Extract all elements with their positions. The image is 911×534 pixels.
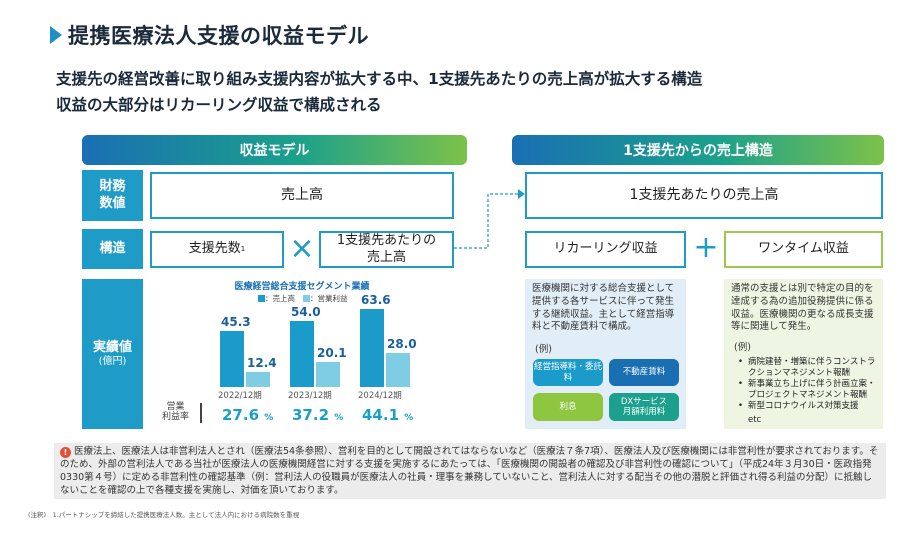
onetime-panel: 通常の支援とは別で特定の目的を達成する為の追加役務提供に係る収益。医療機関の更な…	[724, 279, 883, 429]
list-item: 新事業立ち上げに伴う計画立案・プロジェクトマネジメント報酬	[738, 379, 878, 401]
margin-2022: 27.6 %	[222, 406, 274, 424]
onetime-example-label: (例)	[734, 342, 751, 353]
row-label-results: 実績値 (億円)	[82, 279, 143, 429]
margin-divider	[200, 403, 202, 423]
legend-profit: ：営業利益	[303, 293, 348, 304]
bar-sales-2	[360, 308, 384, 387]
warning-icon: !	[60, 447, 71, 458]
margin-2023: 37.2 %	[292, 406, 344, 424]
margin-2024: 44.1 %	[362, 406, 414, 424]
chart-title: 医療経営総合支援セグメント業績	[234, 282, 370, 292]
bar-profit-1	[316, 362, 340, 387]
x-tick-2024: 2024/12期	[358, 391, 402, 401]
sales-per-client-box: 1支援先あたりの 売上高	[319, 231, 454, 268]
bar-sales-1	[290, 320, 314, 387]
recurring-example-label: (例)	[535, 344, 552, 355]
multiply-icon: ×	[289, 231, 315, 266]
x-tick-2023: 2023/12期	[288, 391, 332, 401]
onetime-examples-list: 病院建替・増築に伴うコンストラクションマネジメント報酬 新事業立ち上げに伴う計画…	[738, 357, 878, 412]
pill-dx-service: DXサービス 月額利用料	[609, 393, 679, 421]
bar-profit-2	[386, 352, 410, 387]
onetime-description: 通常の支援とは別で特定の目的を達成する為の追加役務提供に係る収益。医療機関の更な…	[731, 283, 874, 333]
bar-sales-0	[220, 331, 244, 387]
connector-arrow	[454, 189, 525, 249]
margin-label: 営業 利益率	[162, 402, 190, 423]
row-label-financials: 財務 数値	[82, 170, 143, 221]
onetime-revenue-box: ワンタイム収益	[724, 231, 883, 268]
bar-label-sales-1: 54.0	[291, 304, 321, 319]
legend-sales-swatch	[258, 295, 265, 302]
legend-sales: ：売上高	[258, 293, 295, 304]
legend-profit-swatch	[303, 295, 310, 302]
recurring-panel: 医療機関に対する総合支援として提供する各サービスに伴って発生する継続収益。主とし…	[525, 279, 686, 429]
bar-label-profit-2: 28.0	[387, 336, 417, 351]
recurring-revenue-box: リカーリング収益	[525, 231, 686, 268]
client-count-box: 支援先数 1	[150, 231, 284, 268]
pill-real-estate-rent: 不動産賃料	[609, 359, 679, 386]
bar-profit-0	[246, 371, 270, 387]
triangle-bullet-icon	[50, 26, 62, 44]
onetime-etc: etc	[748, 415, 762, 425]
revenue-structure-header: 1支援先からの売上構造	[512, 135, 884, 165]
segment-chart: 医療経営総合支援セグメント業績 ：売上高 ：営業利益 45.3 12.4 54.0 2…	[150, 279, 454, 429]
pill-management-fee: 経営指導料・委託料	[533, 359, 603, 386]
bar-label-sales-0: 45.3	[221, 315, 251, 330]
plus-icon: +	[693, 230, 719, 265]
sales-box: 売上高	[150, 172, 454, 219]
sales-per-client-top-box: 1支援先あたりの売上高	[525, 172, 883, 219]
subtitle-1: 支援先の経営改善に取り組み支援内容が拡大する中、1支援先あたりの売上高が拡大する…	[56, 70, 703, 88]
page-title: 提携医療法人支援の収益モデル	[50, 20, 369, 50]
footnote: (注釈) 1.パートナシップを締結した提携医療法人数。主として法人内における病院…	[28, 511, 300, 519]
row-label-structure: 構造	[82, 229, 143, 269]
list-item: 新型コロナウイルス対策支援	[738, 401, 878, 412]
chart-legend: ：売上高 ：営業利益	[258, 293, 348, 304]
revenue-model-header: 収益モデル	[82, 135, 467, 165]
list-item: 病院建替・増築に伴うコンストラクションマネジメント報酬	[738, 357, 878, 379]
pill-interest: 利息	[533, 393, 603, 421]
recurring-description: 医療機関に対する総合支援として提供する各サービスに伴って発生する継続収益。主とし…	[532, 283, 675, 333]
bar-label-profit-0: 12.4	[247, 355, 277, 370]
bar-label-sales-2: 63.6	[361, 292, 391, 307]
regulatory-note: ! 医療法上、医療法人は非営利法人とされ（医療法54条参照）、営利を目的として開設…	[54, 443, 886, 499]
subtitle-2: 収益の大部分はリカーリング収益で構成される	[56, 96, 382, 114]
bar-label-profit-1: 20.1	[317, 346, 347, 361]
x-tick-2022: 2022/12期	[218, 391, 262, 401]
